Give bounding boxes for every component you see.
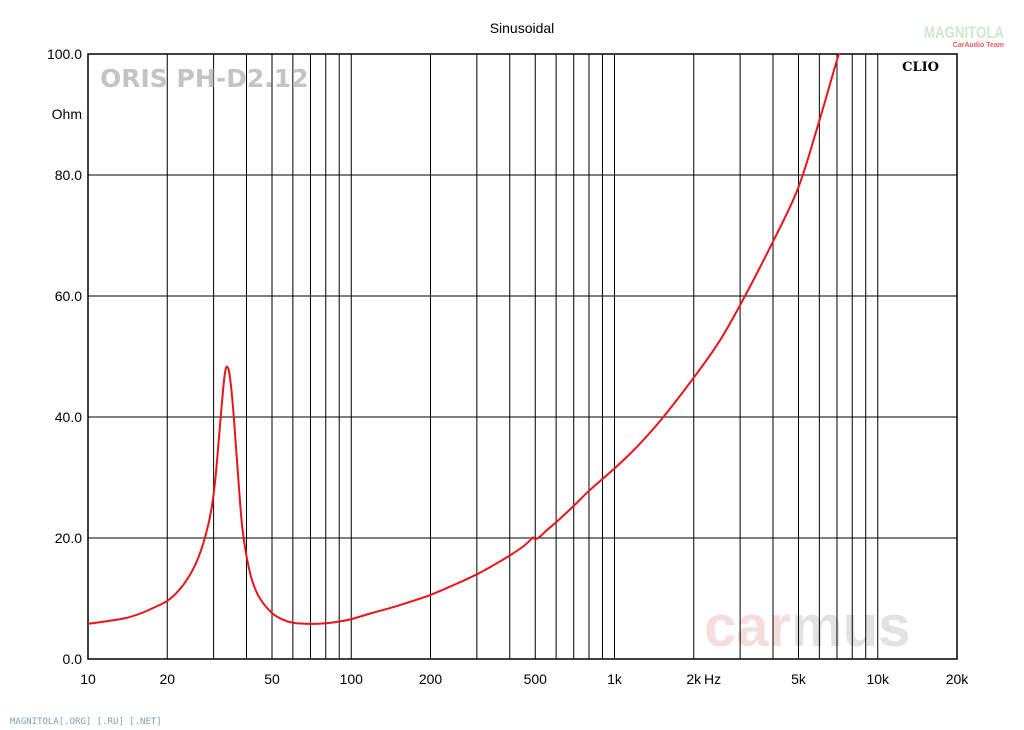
- x-tick-label: 10: [80, 671, 96, 687]
- x-tick-label: 100: [340, 671, 364, 687]
- x-tick-label: 20k: [946, 671, 970, 687]
- clio-label: CLIO: [902, 60, 939, 75]
- chart-title: Sinusoidal: [490, 20, 555, 36]
- x-axis-ticks: 10 20 50 100 200 500 1k 2k 5k 10k 20k: [80, 671, 969, 687]
- y-axis-ticks: 0.0 20.0 40.0 60.0 80.0 100.0: [47, 46, 82, 667]
- x-tick-label: 1k: [607, 671, 623, 687]
- impedance-curve: [88, 53, 841, 625]
- grid-lines: [88, 54, 957, 659]
- x-axis-unit: Hz: [704, 671, 721, 687]
- y-tick-label: 100.0: [47, 46, 82, 62]
- carmus-watermark: carmus: [704, 594, 910, 659]
- model-watermark: ORIS PH-D2.12: [100, 64, 309, 93]
- y-tick-label: 60.0: [55, 288, 82, 304]
- x-tick-label: 2k: [686, 671, 702, 687]
- x-tick-label: 5k: [791, 671, 807, 687]
- x-tick-label: 200: [419, 671, 443, 687]
- x-tick-label: 50: [264, 671, 280, 687]
- y-tick-label: 20.0: [55, 530, 82, 546]
- plot-frame: [87, 53, 958, 660]
- logo-subtext: CarAudio Team: [953, 42, 1004, 49]
- logo-text: MAGNITOLA: [924, 23, 1004, 42]
- y-axis-unit: Ohm: [52, 106, 82, 122]
- x-tick-label: 20: [159, 671, 175, 687]
- magnitola-logo: MAGNITOLA CarAudio Team: [924, 23, 1004, 49]
- y-tick-label: 40.0: [55, 409, 82, 425]
- footer-url: MAGNITOLA[.ORG] [.RU] [.NET]: [10, 717, 162, 727]
- y-tick-label: 0.0: [63, 651, 83, 667]
- x-tick-label: 500: [524, 671, 548, 687]
- y-tick-label: 80.0: [55, 167, 82, 183]
- x-tick-label: 10k: [866, 671, 890, 687]
